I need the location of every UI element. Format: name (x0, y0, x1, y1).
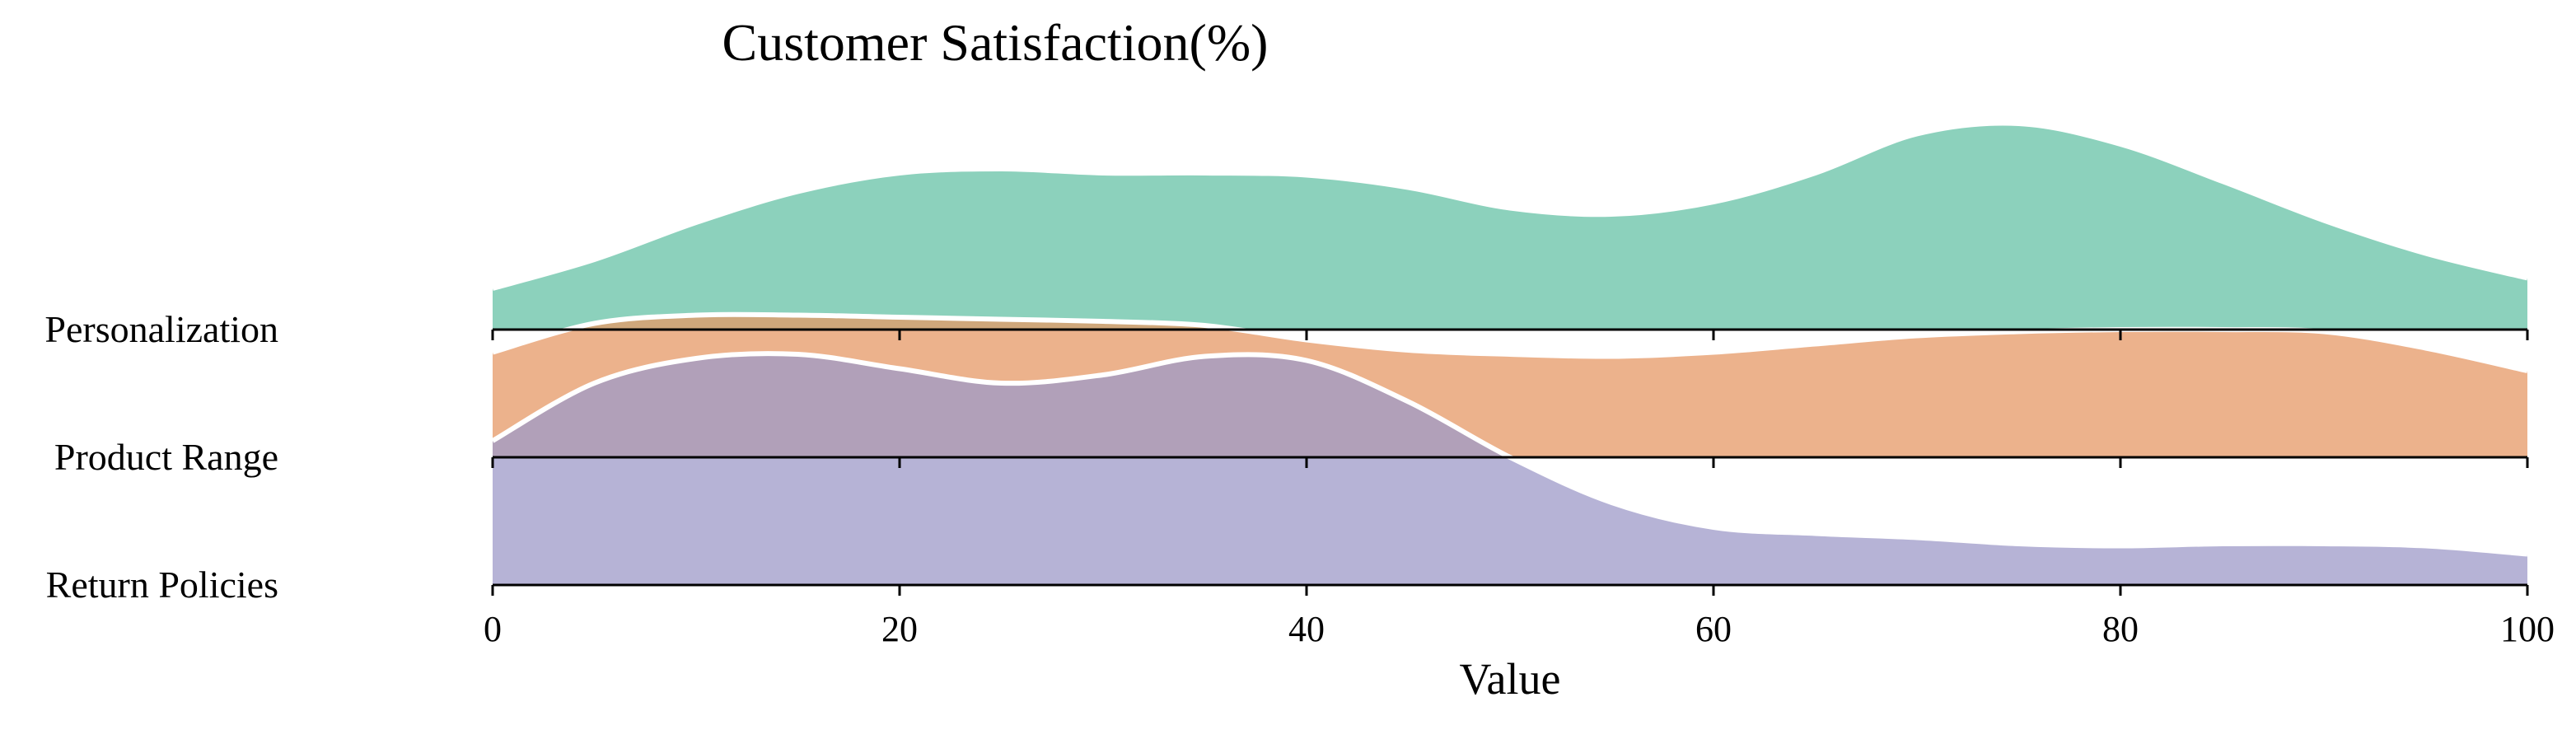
x-tick-label: 40 (1288, 609, 1325, 649)
x-tick-label: 100 (2500, 609, 2555, 649)
x-tick-label: 60 (1695, 609, 1732, 649)
row-label: Return Policies (46, 564, 278, 606)
x-axis-label: Value (1460, 654, 1561, 704)
row-labels: Personalization Product Range Return Polic… (44, 308, 278, 606)
row-label: Product Range (54, 436, 278, 478)
x-tick-label: 80 (2102, 609, 2139, 649)
ridge-personalization (492, 120, 2528, 330)
ridge-outline (492, 120, 2528, 291)
x-tick-label: 20 (881, 609, 918, 649)
axis-lines (491, 328, 2529, 596)
row-label: Personalization (44, 308, 278, 350)
ridge-area (493, 123, 2527, 330)
ridges (491, 120, 2528, 585)
x-axis-ticks: 0 20 40 60 80 100 (484, 609, 2555, 649)
ridge-area (493, 353, 2527, 585)
chart-title: Customer Satisfaction(%) (722, 13, 1269, 72)
x-tick-label: 0 (484, 609, 502, 649)
